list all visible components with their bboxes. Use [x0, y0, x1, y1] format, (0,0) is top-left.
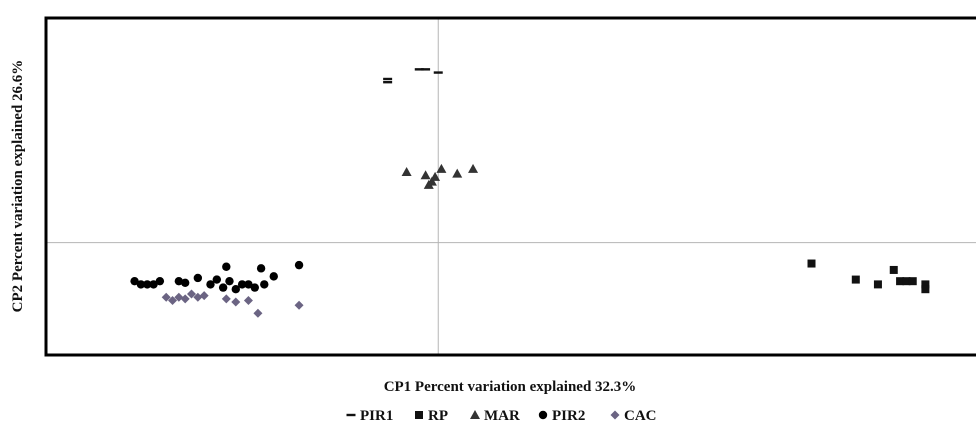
point-pir2	[225, 276, 234, 286]
point-pir1	[383, 80, 393, 84]
point-rp	[873, 280, 882, 289]
point-rp	[896, 277, 905, 286]
point-cac	[243, 295, 253, 305]
point-pir1	[421, 68, 431, 71]
series-cac	[161, 289, 304, 318]
point-mar	[420, 170, 431, 180]
point-cac	[199, 291, 209, 301]
point-pir2	[206, 280, 215, 289]
point-mar	[436, 163, 447, 173]
point-pir2	[130, 276, 139, 286]
point-pir2	[212, 275, 222, 284]
point-pir2	[218, 283, 228, 292]
point-pir2	[193, 273, 203, 283]
point-pir1	[383, 77, 393, 81]
legend-marker-pir2	[538, 410, 548, 420]
point-pir2	[143, 280, 152, 289]
legend-marker-cac	[610, 410, 620, 420]
point-mar	[426, 176, 437, 186]
point-pir2	[250, 283, 259, 292]
point-pir2	[260, 280, 269, 289]
point-cac	[161, 292, 171, 302]
point-cac	[253, 308, 263, 318]
point-cac	[174, 292, 184, 302]
point-rp	[851, 275, 860, 284]
legend-label-pir2: PIR2	[552, 408, 585, 424]
point-pir2	[155, 276, 165, 286]
legend-marker-rp	[415, 411, 423, 419]
point-pir2	[222, 262, 231, 271]
point-cac	[231, 297, 241, 307]
point-pir2	[256, 264, 266, 273]
point-pir1	[433, 71, 443, 74]
point-pir2	[244, 280, 253, 289]
point-pir2	[269, 272, 278, 281]
series-rp	[807, 259, 930, 294]
point-mar	[430, 171, 441, 181]
point-cac	[193, 292, 203, 302]
legend: PIR1 RP MAR PIR2 CAC	[346, 408, 657, 424]
point-pir2	[237, 280, 247, 289]
point-cac	[221, 294, 231, 304]
x-axis-title: CP1 Percent variation explained 32.3%	[384, 379, 637, 395]
point-cac	[294, 300, 304, 310]
plot-frame	[44, 16, 976, 357]
legend-item-cac: CAC	[610, 408, 657, 424]
legend-label-mar: MAR	[484, 408, 520, 424]
point-rp	[807, 259, 816, 268]
point-mar	[452, 168, 463, 178]
point-rp	[921, 280, 930, 289]
point-pir2	[180, 278, 190, 287]
point-pir2	[231, 285, 240, 294]
point-pir2	[294, 260, 304, 270]
point-cac	[168, 295, 178, 305]
point-mar	[401, 167, 412, 177]
legend-item-pir1: PIR1	[346, 408, 393, 424]
legend-marker-mar	[470, 410, 480, 419]
point-mar	[468, 163, 479, 173]
legend-item-mar: MAR	[470, 408, 520, 424]
point-cac	[180, 294, 190, 304]
legend-item-pir2: PIR2	[538, 408, 585, 424]
point-cac	[187, 289, 197, 299]
series-mar	[401, 163, 479, 189]
series-pir1	[383, 68, 443, 84]
legend-label-rp: RP	[428, 408, 448, 424]
y-axis-title: CP2 Percent variation explained 26.6%	[10, 60, 26, 313]
legend-marker-pir1	[346, 413, 356, 417]
series-pir2	[130, 260, 304, 294]
point-pir2	[174, 276, 184, 286]
point-rp	[889, 265, 898, 274]
legend-label-cac: CAC	[624, 408, 657, 424]
point-rp	[902, 277, 911, 286]
point-pir1	[414, 68, 424, 71]
points-layer	[130, 68, 930, 318]
point-rp	[921, 285, 930, 294]
legend-label-pir1: PIR1	[360, 408, 393, 424]
point-pir2	[136, 280, 146, 289]
point-pir2	[149, 280, 158, 289]
legend-item-rp: RP	[415, 408, 448, 424]
point-rp	[908, 277, 917, 286]
